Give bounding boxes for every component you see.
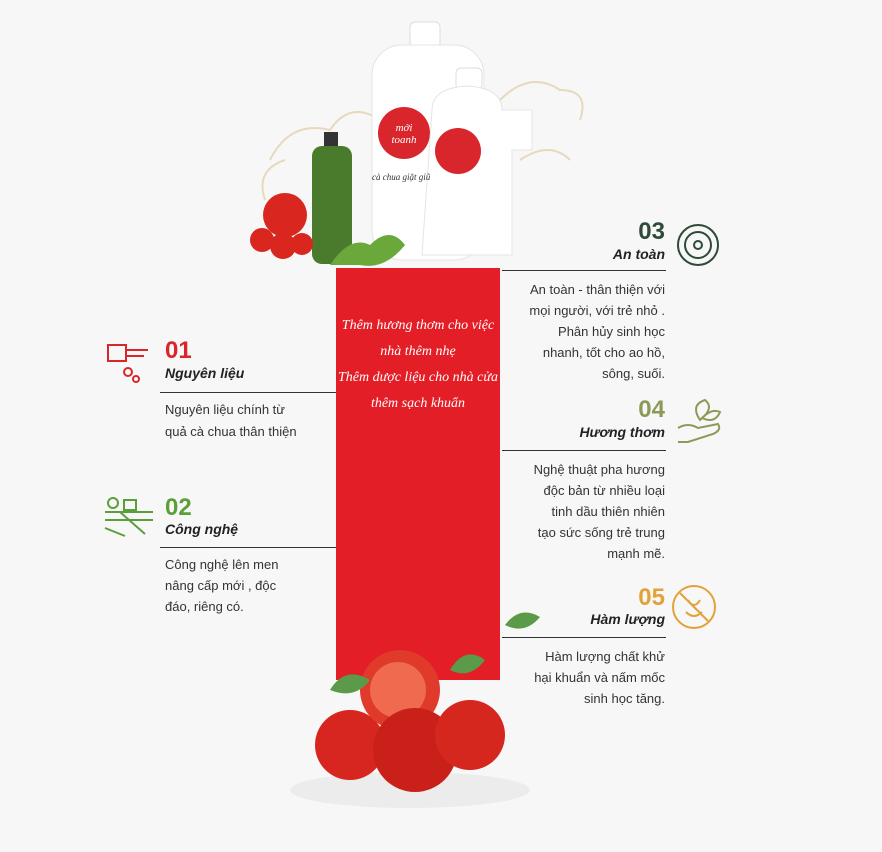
feature-description: sông, suối.: [602, 366, 665, 381]
bottle-green: [312, 132, 352, 264]
feature-title: Hàm lượng: [590, 611, 665, 627]
feature-description: Công nghệ lên men: [165, 557, 279, 572]
feature-description: sinh học tăng.: [584, 691, 665, 706]
bottle-small: [421, 67, 533, 256]
divider: [502, 450, 666, 451]
feature-description: mọi người, với trẻ nhỏ .: [529, 303, 665, 318]
feature-description: An toàn - thân thiện với: [530, 282, 665, 297]
banner-text: Thêm dược liệu cho nhà cửa: [338, 370, 498, 385]
basil: [330, 235, 405, 266]
icon-01: [107, 344, 148, 383]
feature-description: tạo sức sống trẻ trung: [537, 525, 665, 540]
feature-description: nâng cấp mới , độc: [165, 578, 277, 593]
divider: [502, 637, 666, 638]
product-label: cà chua giặt giũ: [372, 172, 431, 182]
icon-02: [104, 497, 153, 537]
feature-number: 03: [638, 218, 665, 245]
feature-description: hại khuẩn và nấm mốc: [534, 670, 665, 685]
feature-title: Nguyên liệu: [165, 365, 245, 381]
divider: [502, 270, 666, 271]
feature-title: Công nghệ: [165, 521, 239, 537]
feature-title: An toàn: [612, 246, 665, 262]
feature-description: nhanh, tốt cho ao hồ,: [542, 345, 665, 360]
feature-number: 04: [638, 396, 665, 423]
icon-04: [677, 398, 722, 443]
banner-text: nhà thêm nhẹ: [380, 344, 456, 359]
icon-03: [677, 224, 719, 266]
banner-text: Thêm hương thơm cho việc: [341, 318, 495, 333]
tomatoes-top: [250, 193, 313, 259]
clouds: [261, 81, 584, 201]
feature-number: 01: [165, 337, 192, 364]
feature-number: 02: [165, 494, 192, 521]
tomatoes-bottom: [290, 612, 540, 808]
feature-description: quả cà chua thân thiện: [165, 424, 297, 439]
feature-description: mạnh mẽ.: [607, 546, 665, 561]
feature-description: Nguyên liệu chính từ: [165, 402, 285, 417]
feature-description: đáo, riêng có.: [165, 599, 244, 614]
feature-description: tinh dầu thiên nhiên: [551, 504, 665, 519]
feature-number: 05: [638, 584, 665, 611]
divider: [160, 392, 336, 393]
product-label: mới toanh: [391, 122, 417, 146]
icon-05: [672, 585, 716, 629]
feature-description: độc bản từ nhiều loại: [543, 483, 665, 498]
banner-text: thêm sạch khuẩn: [370, 396, 466, 411]
feature-description: Phân hủy sinh học: [558, 324, 665, 339]
red-column: [336, 268, 500, 680]
feature-description: Hàm lượng chất khử: [545, 649, 665, 664]
divider: [160, 547, 336, 548]
feature-title: Hương thơm: [579, 424, 665, 440]
feature-description: Nghệ thuật pha hương: [533, 462, 665, 477]
